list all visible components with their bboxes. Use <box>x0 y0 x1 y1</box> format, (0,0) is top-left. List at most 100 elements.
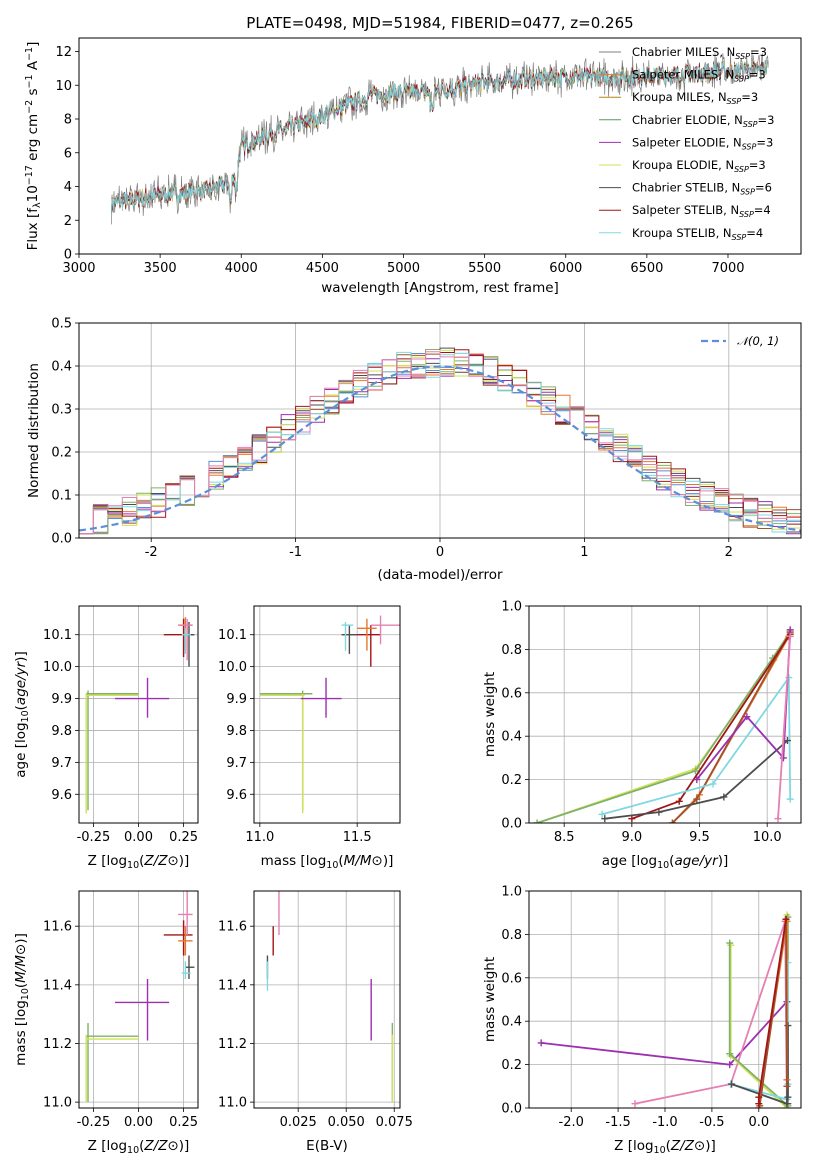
weight-marker <box>726 1061 734 1069</box>
weight-series <box>598 674 794 818</box>
y-tick-label: 10.0 <box>43 660 72 675</box>
x-tick-label: 6500 <box>630 261 663 276</box>
weight-marker <box>786 632 794 640</box>
weight-line <box>541 999 789 1104</box>
x-tick-label: 0.25 <box>169 1115 198 1130</box>
weight-marker <box>786 626 794 634</box>
spectrum-line <box>111 60 769 214</box>
weight-marker <box>785 674 793 682</box>
x-tick-label: -0.25 <box>77 1115 111 1130</box>
y-tick-label: 9.7 <box>51 756 72 771</box>
x-axis-label: E(B-V) <box>306 1138 348 1154</box>
plot-area <box>259 615 400 814</box>
weight-marker <box>784 1093 792 1101</box>
y-tick-label: 9.7 <box>226 756 247 771</box>
x-axis-label: (data-model)/error <box>377 567 503 583</box>
x-axis-label: Z [log10(Z/Z⊙)] <box>88 853 190 871</box>
weight-marker <box>755 1100 763 1108</box>
y-tick-label: 0.4 <box>51 360 72 375</box>
weight-marker <box>726 939 734 947</box>
age-vs-Z-panel: -0.25 0.00 0.25 9.6 9.7 9.8 9.9 10.0 10.1 Z [log1… <box>13 605 199 871</box>
x-tick-label: 0.075 <box>376 1115 413 1130</box>
weight-line <box>604 739 789 820</box>
weight-marker <box>743 713 751 721</box>
errorbar-point <box>259 693 305 814</box>
plot-area <box>85 891 195 1103</box>
y-tick-label: 9.9 <box>51 692 72 707</box>
x-tick-label: -1.0 <box>652 1115 677 1130</box>
legend-label: Chabrier ELODIE, NSSP=3 <box>632 113 774 129</box>
y-tick-label: 10.0 <box>218 660 247 675</box>
y-tick-label: 11.6 <box>43 920 72 935</box>
y-axis-label: mass weight <box>482 672 498 757</box>
weight-marker <box>693 795 701 803</box>
weight-marker <box>784 1022 792 1030</box>
x-tick-label: 3000 <box>62 261 95 276</box>
legend-label: Salpeter MILES, NSSP=3 <box>632 68 766 84</box>
x-tick-label: 0.25 <box>169 830 198 845</box>
y-tick-label: 0.2 <box>501 773 522 788</box>
y-tick-label: 8 <box>64 113 72 128</box>
weight-marker <box>783 1082 791 1090</box>
x-tick-label: 4000 <box>225 261 258 276</box>
x-tick-label: 3500 <box>144 261 177 276</box>
x-tick-label: -0.25 <box>77 830 111 845</box>
x-tick-label: -2.0 <box>559 1115 584 1130</box>
legend-label: Salpeter STELIB, NSSP=4 <box>632 203 771 219</box>
weight-series <box>601 737 791 823</box>
weight-marker <box>655 808 663 816</box>
weight-marker <box>628 815 636 823</box>
axes-frame <box>78 37 802 255</box>
x-tick-label: 0 <box>436 545 444 560</box>
errorbar-point <box>357 625 381 667</box>
y-axis-label: mass [log10(M/M⊙)] <box>13 933 31 1066</box>
plot-area <box>266 891 394 1103</box>
weight-marker <box>755 1093 763 1101</box>
y-tick-label: 0 <box>64 248 72 263</box>
errorbar-point <box>259 690 313 811</box>
y-tick-label: 6 <box>64 146 72 161</box>
y-tick-label: 0.1 <box>51 489 72 504</box>
axes-frame <box>253 890 401 1109</box>
weight-marker <box>601 815 609 823</box>
x-tick-label: 11.5 <box>343 830 372 845</box>
residuals-panel: -2 -1 0 1 2 0.0 0.1 0.2 0.3 0.4 0.5 (data-model)/er… <box>26 317 802 583</box>
legend-label: Kroupa ELODIE, NSSP=3 <box>632 158 766 174</box>
weight-marker <box>691 767 699 775</box>
legend-label: Salpeter ELODIE, NSSP=3 <box>632 135 773 151</box>
x-axis-label: Z [log10(Z/Z⊙)] <box>88 1138 190 1156</box>
y-tick-label: 9.9 <box>226 692 247 707</box>
errorbar-point <box>178 926 193 956</box>
weight-marker <box>533 819 541 823</box>
y-tick-label: 0.2 <box>501 1058 522 1073</box>
y-tick-label: 1.0 <box>501 885 522 900</box>
x-tick-label: 0.0 <box>748 1115 769 1130</box>
weight-series <box>774 632 794 823</box>
y-tick-label: 1.0 <box>501 600 522 615</box>
y-tick-label: 9.6 <box>226 788 247 803</box>
x-tick-label: 4500 <box>306 261 339 276</box>
plot-area <box>79 347 801 538</box>
x-tick-label: 2 <box>725 545 733 560</box>
y-tick-label: 10.1 <box>218 628 247 643</box>
weight-marker <box>779 754 787 762</box>
y-tick-label: 9.8 <box>226 724 247 739</box>
y-tick-label: 9.6 <box>51 788 72 803</box>
axes-frame <box>78 605 199 824</box>
plot-area <box>537 911 792 1108</box>
x-tick-label: 0.00 <box>124 1115 153 1130</box>
x-tick-label: 6000 <box>549 261 582 276</box>
errorbar-point <box>370 615 400 645</box>
mass-vs-ebv-panel: 0.025 0.050 0.075 11.0 11.2 11.4 11.6 E(B-V) <box>218 890 413 1154</box>
errorbar-point <box>185 955 195 979</box>
errorbar-point <box>341 625 358 654</box>
y-axis-label: mass weight <box>482 957 498 1042</box>
errorbar-point <box>300 677 342 718</box>
axes-frame <box>528 890 802 1109</box>
chart-title: PLATE=0498, MJD=51984, FIBERID=0477, z=0… <box>246 14 633 32</box>
legend-label: 𝒩(0, 1) <box>737 334 779 348</box>
weight-marker <box>728 1080 736 1088</box>
x-tick-label: -1 <box>289 545 302 560</box>
y-tick-label: 0.2 <box>51 446 72 461</box>
